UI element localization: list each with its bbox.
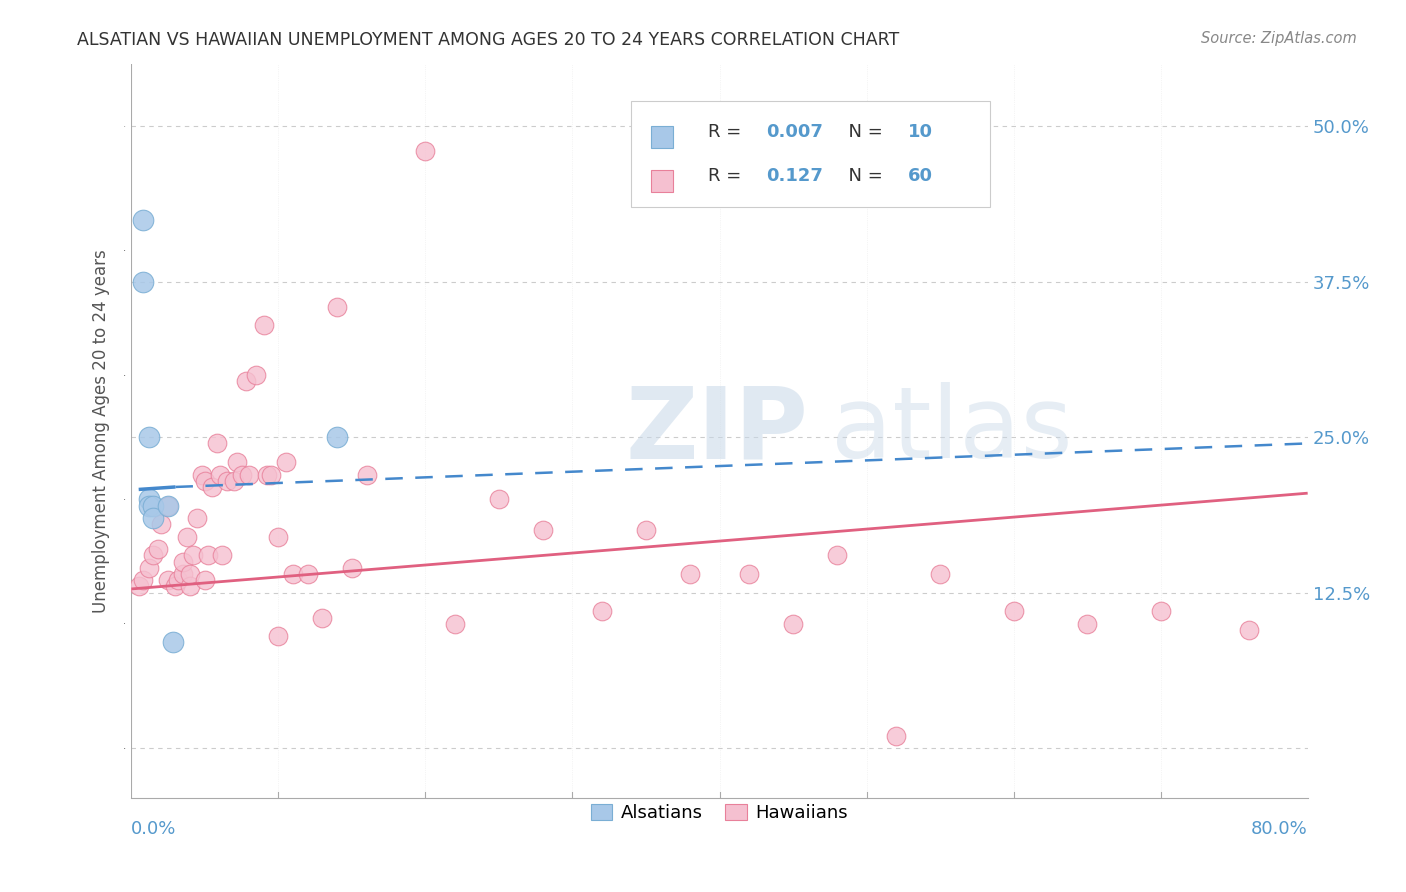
Point bbox=[782, 616, 804, 631]
Point bbox=[138, 492, 160, 507]
Point bbox=[208, 467, 231, 482]
Point bbox=[142, 549, 165, 563]
FancyBboxPatch shape bbox=[631, 101, 990, 207]
Point bbox=[132, 275, 155, 289]
Point bbox=[149, 517, 172, 532]
Text: Source: ZipAtlas.com: Source: ZipAtlas.com bbox=[1201, 31, 1357, 46]
FancyBboxPatch shape bbox=[651, 170, 673, 193]
Point bbox=[157, 499, 180, 513]
Point bbox=[179, 567, 201, 582]
Point bbox=[181, 549, 204, 563]
Point bbox=[157, 499, 180, 513]
Point bbox=[215, 474, 238, 488]
Point bbox=[197, 549, 219, 563]
Point bbox=[191, 467, 214, 482]
Text: 0.0%: 0.0% bbox=[131, 821, 177, 838]
Point bbox=[142, 499, 165, 513]
Point bbox=[132, 212, 155, 227]
Point bbox=[267, 530, 290, 544]
Point bbox=[162, 635, 184, 649]
Point bbox=[326, 300, 349, 314]
Point bbox=[591, 604, 613, 618]
Point bbox=[238, 467, 260, 482]
Text: 0.127: 0.127 bbox=[766, 168, 824, 186]
Point bbox=[884, 729, 907, 743]
Point bbox=[340, 561, 363, 575]
Point bbox=[634, 524, 657, 538]
Point bbox=[165, 579, 187, 593]
Point bbox=[311, 610, 333, 624]
Point bbox=[253, 318, 276, 333]
Point bbox=[224, 474, 246, 488]
Text: N =: N = bbox=[837, 168, 889, 186]
Point bbox=[297, 567, 319, 582]
Point bbox=[128, 579, 150, 593]
Point bbox=[226, 455, 249, 469]
Point bbox=[186, 511, 208, 525]
Text: ZIP: ZIP bbox=[626, 383, 808, 480]
Text: atlas: atlas bbox=[831, 383, 1073, 480]
Point bbox=[929, 567, 952, 582]
Point bbox=[194, 474, 217, 488]
Point bbox=[531, 524, 554, 538]
Point bbox=[132, 573, 155, 587]
Point bbox=[1076, 616, 1098, 631]
Point bbox=[281, 567, 304, 582]
Text: R =: R = bbox=[707, 123, 747, 141]
Point bbox=[138, 561, 160, 575]
Text: ALSATIAN VS HAWAIIAN UNEMPLOYMENT AMONG AGES 20 TO 24 YEARS CORRELATION CHART: ALSATIAN VS HAWAIIAN UNEMPLOYMENT AMONG … bbox=[77, 31, 900, 49]
Point bbox=[738, 567, 761, 582]
Point bbox=[201, 480, 224, 494]
Point bbox=[356, 467, 378, 482]
Point bbox=[415, 144, 437, 158]
Text: 10: 10 bbox=[908, 123, 932, 141]
Point bbox=[167, 573, 190, 587]
Point bbox=[142, 511, 165, 525]
Point bbox=[146, 542, 169, 557]
Point bbox=[245, 368, 267, 382]
Text: N =: N = bbox=[837, 123, 889, 141]
Point bbox=[256, 467, 278, 482]
Y-axis label: Unemployment Among Ages 20 to 24 years: Unemployment Among Ages 20 to 24 years bbox=[93, 249, 110, 613]
Point bbox=[138, 499, 160, 513]
Point bbox=[157, 573, 180, 587]
Point bbox=[1149, 604, 1171, 618]
Point bbox=[172, 567, 194, 582]
Point bbox=[172, 555, 194, 569]
Point bbox=[179, 579, 201, 593]
Point bbox=[679, 567, 702, 582]
Point bbox=[488, 492, 510, 507]
Point bbox=[260, 467, 283, 482]
Point bbox=[211, 549, 233, 563]
Point bbox=[1002, 604, 1025, 618]
Point bbox=[235, 374, 257, 388]
Point bbox=[205, 436, 228, 450]
Point bbox=[825, 549, 848, 563]
Point bbox=[274, 455, 297, 469]
FancyBboxPatch shape bbox=[651, 127, 673, 148]
Text: 60: 60 bbox=[908, 168, 932, 186]
Point bbox=[267, 629, 290, 643]
Point bbox=[326, 430, 349, 444]
Point bbox=[231, 467, 253, 482]
Point bbox=[138, 430, 160, 444]
Point bbox=[443, 616, 465, 631]
Legend: Alsatians, Hawaiians: Alsatians, Hawaiians bbox=[583, 797, 856, 830]
Text: 80.0%: 80.0% bbox=[1251, 821, 1308, 838]
Point bbox=[194, 573, 217, 587]
Point bbox=[176, 530, 198, 544]
Point bbox=[1237, 623, 1260, 637]
Text: 0.007: 0.007 bbox=[766, 123, 824, 141]
Text: R =: R = bbox=[707, 168, 752, 186]
